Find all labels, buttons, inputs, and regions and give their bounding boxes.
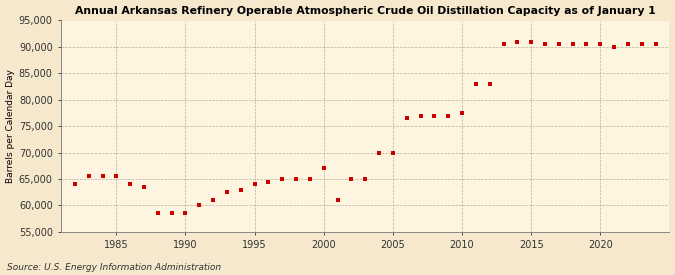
Point xyxy=(415,113,426,118)
Point xyxy=(484,82,495,86)
Point xyxy=(70,182,80,186)
Point xyxy=(387,150,398,155)
Point xyxy=(650,42,661,46)
Point xyxy=(457,111,468,115)
Point xyxy=(194,203,205,208)
Point xyxy=(249,182,260,186)
Point xyxy=(402,116,412,120)
Y-axis label: Barrels per Calendar Day: Barrels per Calendar Day xyxy=(5,69,15,183)
Point xyxy=(609,45,620,49)
Point xyxy=(111,174,122,178)
Point xyxy=(332,198,343,202)
Point xyxy=(470,82,481,86)
Point xyxy=(291,177,302,181)
Point xyxy=(166,211,177,216)
Point xyxy=(125,182,136,186)
Point xyxy=(83,174,94,178)
Point xyxy=(346,177,357,181)
Point xyxy=(360,177,371,181)
Point xyxy=(374,150,385,155)
Point xyxy=(512,39,522,44)
Point xyxy=(595,42,605,46)
Point xyxy=(236,187,246,192)
Point xyxy=(208,198,219,202)
Point xyxy=(443,113,454,118)
Point xyxy=(581,42,592,46)
Point xyxy=(319,166,329,171)
Point xyxy=(153,211,163,216)
Point xyxy=(277,177,288,181)
Point xyxy=(554,42,564,46)
Point xyxy=(263,180,274,184)
Text: Source: U.S. Energy Information Administration: Source: U.S. Energy Information Administ… xyxy=(7,263,221,272)
Point xyxy=(429,113,440,118)
Point xyxy=(539,42,550,46)
Point xyxy=(180,211,191,216)
Point xyxy=(526,39,537,44)
Point xyxy=(637,42,647,46)
Point xyxy=(304,177,315,181)
Point xyxy=(97,174,108,178)
Point xyxy=(622,42,633,46)
Title: Annual Arkansas Refinery Operable Atmospheric Crude Oil Distillation Capacity as: Annual Arkansas Refinery Operable Atmosp… xyxy=(75,6,655,16)
Point xyxy=(498,42,509,46)
Point xyxy=(567,42,578,46)
Point xyxy=(221,190,232,194)
Point xyxy=(138,185,149,189)
